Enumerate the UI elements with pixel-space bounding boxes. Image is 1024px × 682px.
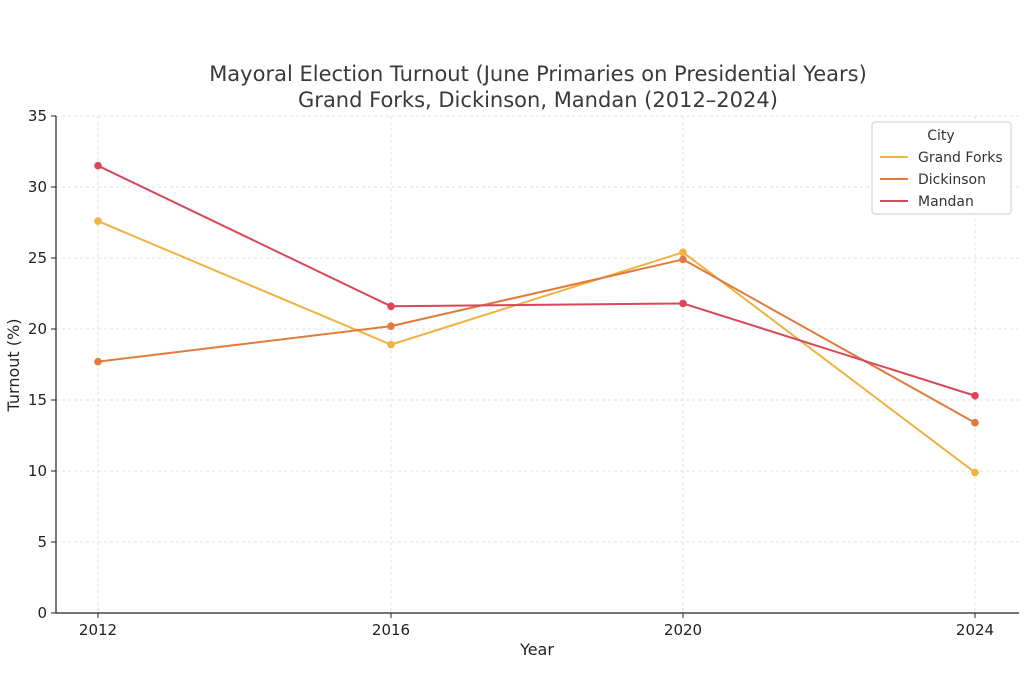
legend-box [871, 121, 1012, 215]
y-tick-label: 30 [28, 178, 47, 196]
legend-label-grand-forks: Grand Forks [918, 150, 1003, 166]
x-tick-label: 2012 [79, 621, 117, 639]
legend-label-mandan: Mandan [918, 194, 974, 210]
data-point-mandan [971, 391, 979, 400]
chart-title-line2: Grand Forks, Dickinson, Mandan (2012–202… [298, 88, 778, 112]
legend-label-dickinson: Dickinson [918, 172, 986, 188]
axes [51, 115, 1019, 618]
data-point-grand-forks [94, 217, 102, 225]
data-point-dickinson [971, 418, 979, 427]
legend-items: Grand Forks Dickinson Mandan [880, 150, 1003, 210]
series-line-dickinson [97, 258, 976, 424]
data-point-mandan [94, 161, 102, 170]
data-point-mandan [679, 299, 687, 308]
y-tick-label: 5 [37, 533, 47, 551]
tick-labels: 0 5 10 15 20 25 30 35 2012 2016 2020 2024 [28, 107, 994, 639]
data-point-grand-forks [387, 340, 395, 349]
y-tick-label: 10 [28, 462, 47, 480]
data-point-grand-forks [679, 248, 687, 257]
data-point-dickinson [387, 322, 395, 330]
series [94, 161, 979, 477]
x-tick-label: 2024 [956, 621, 994, 639]
x-tick-label: 2016 [372, 621, 410, 639]
grid [56, 115, 1019, 613]
y-tick-label: 25 [28, 249, 47, 267]
series-line-mandan [97, 164, 976, 397]
legend: City Grand Forks Dickinson Mandan [871, 121, 1012, 215]
y-tick-label: 35 [28, 107, 47, 125]
data-point-mandan [387, 302, 395, 311]
y-tick-label: 15 [28, 391, 47, 409]
legend-title: City [927, 128, 954, 144]
data-point-dickinson [94, 357, 102, 366]
data-point-grand-forks [971, 468, 979, 477]
y-tick-label: 0 [37, 604, 47, 622]
series-line-grand-forks [97, 220, 976, 474]
data-point-dickinson [679, 255, 687, 264]
chart-title-line1: Mayoral Election Turnout (June Primaries… [209, 62, 867, 86]
x-tick-label: 2020 [664, 621, 702, 639]
y-axis-label: Turnout (%) [4, 319, 23, 413]
x-axis-label: Year [519, 640, 554, 659]
y-tick-label: 20 [28, 320, 47, 338]
